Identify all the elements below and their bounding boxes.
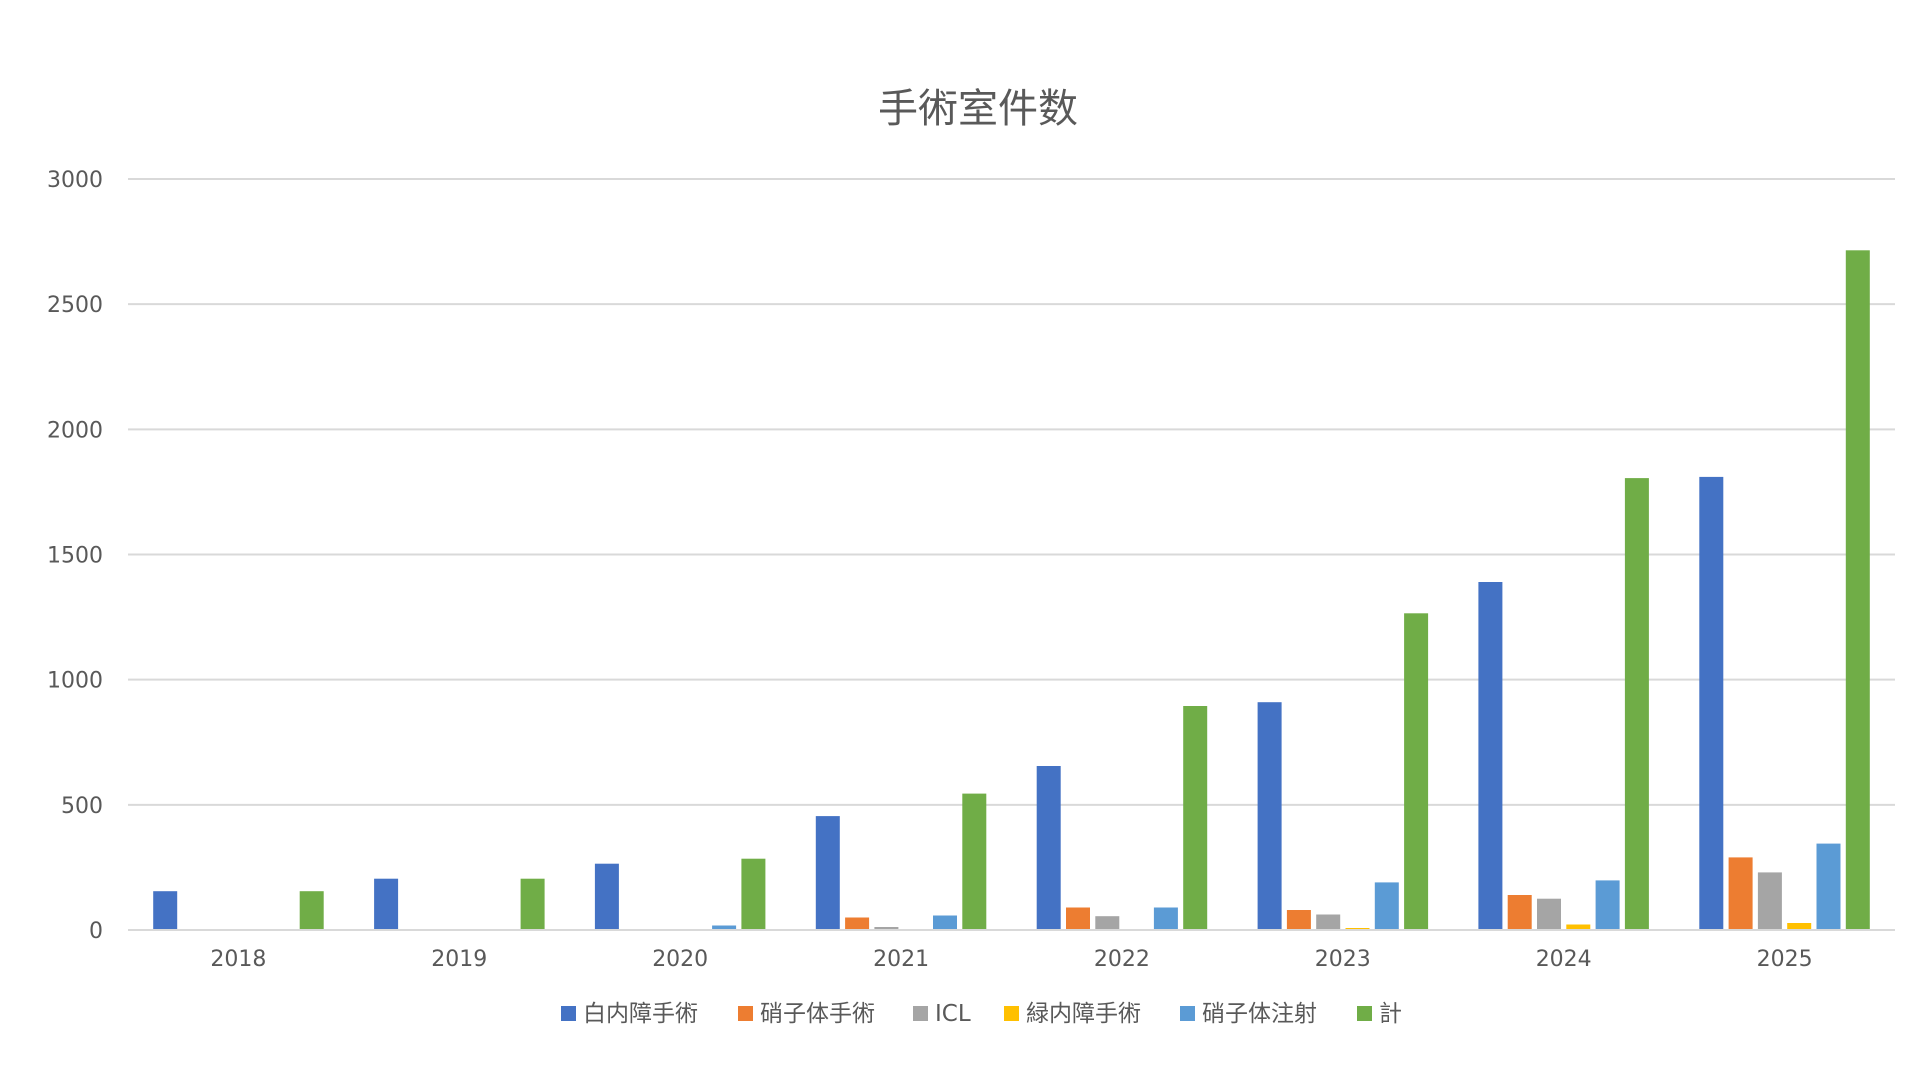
y-tick-label: 3000: [47, 168, 103, 193]
legend-swatch: [913, 1006, 928, 1021]
x-tick-label: 2020: [652, 947, 708, 972]
bar: [1153, 907, 1178, 930]
bar: [933, 915, 957, 930]
legend-label: 緑内障手術: [1026, 1001, 1141, 1027]
legend-label: 計: [1379, 1001, 1402, 1027]
bar: [1566, 924, 1591, 930]
bar: [520, 878, 545, 930]
bar: [299, 891, 324, 930]
legend-swatch: [1004, 1006, 1019, 1021]
x-tick-label: 2022: [1094, 947, 1150, 972]
gridlines: [128, 178, 1895, 806]
bar: [1374, 882, 1399, 930]
bar: [712, 925, 737, 930]
y-tick-label: 1500: [47, 544, 103, 569]
bar: [1816, 843, 1841, 930]
y-tick-label: 500: [61, 794, 103, 819]
bar: [1787, 923, 1812, 930]
bar: [1257, 702, 1282, 930]
bar: [1478, 582, 1503, 930]
bar: [741, 858, 766, 930]
y-tick-label: 0: [89, 919, 103, 944]
legend-swatch: [561, 1006, 576, 1021]
bar: [594, 863, 619, 930]
legend-swatch: [1357, 1006, 1372, 1021]
bar: [1595, 880, 1620, 930]
x-tick-label: 2019: [431, 947, 487, 972]
bar: [1699, 476, 1724, 930]
legend-label: 硝子体手術: [760, 1001, 875, 1027]
bar: [1757, 872, 1782, 930]
x-tick-label: 2025: [1757, 947, 1813, 972]
x-tick-label: 2021: [873, 947, 929, 972]
bar: [1728, 857, 1753, 930]
x-tick-label: 2024: [1536, 947, 1592, 972]
y-axis: 0 500 1000 1500 2000 2500 3000: [47, 168, 103, 944]
y-tick-label: 2000: [47, 418, 103, 443]
bar: [1036, 766, 1061, 930]
legend-swatch: [738, 1006, 753, 1021]
bar: [1183, 706, 1208, 930]
y-tick-label: 1000: [47, 669, 103, 694]
bar: [1095, 916, 1120, 930]
bar: [374, 878, 399, 930]
bar: [1066, 907, 1090, 930]
bar: [962, 793, 987, 930]
bar: [845, 917, 870, 930]
y-tick-label: 2500: [47, 293, 103, 318]
bar: [1507, 895, 1532, 930]
legend-swatch: [1180, 1006, 1195, 1021]
bar: [1404, 613, 1429, 930]
legend-label: 白内障手術: [583, 1001, 698, 1027]
x-axis: 2018 2019 2020 2021 2022 2023 2024 2025: [210, 947, 1812, 972]
bar: [1286, 910, 1311, 930]
bar: [815, 816, 840, 930]
bar: [1845, 250, 1870, 931]
legend-label: 硝子体注射: [1202, 1001, 1317, 1027]
bar: [874, 927, 899, 930]
bar: [153, 891, 178, 930]
chart-title: 手術室件数: [878, 86, 1078, 132]
bar: [1316, 914, 1341, 930]
x-tick-label: 2023: [1315, 947, 1371, 972]
bars: [153, 250, 1870, 931]
bar: [1537, 898, 1561, 930]
legend-label: ICL: [935, 1001, 971, 1027]
x-tick-label: 2018: [210, 947, 266, 972]
bar: [1624, 478, 1649, 930]
legend: 白内障手術 硝子体手術 ICL 緑内障手術 硝子体注射 計: [561, 1001, 1402, 1027]
